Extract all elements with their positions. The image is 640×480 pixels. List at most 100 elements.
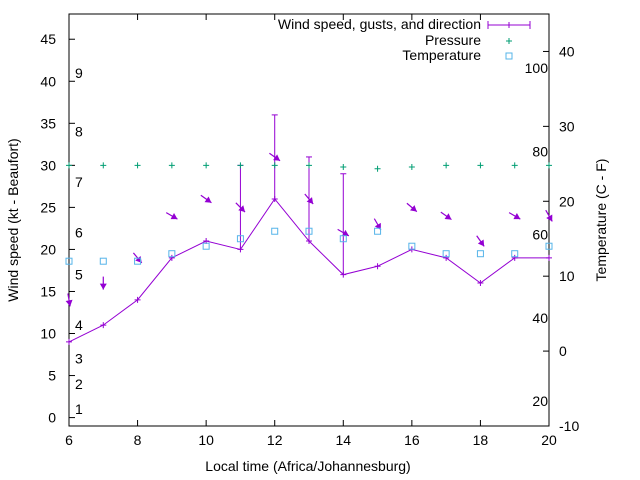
pressure-point [134, 162, 141, 169]
temperature-point [545, 242, 553, 250]
chart-legend: Wind speed, gusts, and direction Pressur… [278, 16, 531, 63]
wind-direction-arrowhead [204, 196, 212, 203]
y-tick-label-left: 35 [40, 115, 56, 131]
pressure-point [203, 162, 210, 169]
pressure-point [306, 162, 312, 169]
y-tick-label-right: 0 [559, 343, 567, 359]
pressure-point [477, 162, 484, 169]
pressure-point [408, 164, 415, 171]
wind-direction-arrowhead [444, 213, 452, 220]
legend-pressure-marker [506, 38, 512, 44]
temperature-point [442, 250, 450, 258]
y-tick-label-right: 10 [559, 268, 575, 284]
y-axis-label-left: Wind speed (kt - Beaufort) [5, 138, 21, 301]
temperature-point [202, 242, 210, 250]
x-tick-label: 6 [65, 432, 73, 448]
x-tick-label: 14 [335, 432, 351, 448]
wind-direction-arrowhead [546, 214, 553, 222]
wind-speed-point [271, 195, 278, 202]
wind-speed-point [374, 263, 381, 270]
wind-direction-arrowhead [341, 229, 349, 236]
y-tick-label-right: 20 [559, 193, 575, 209]
wind-direction-arrowhead [65, 299, 73, 307]
beaufort-label: 5 [75, 267, 83, 283]
legend-wind-marker [487, 21, 531, 29]
temperature-point [374, 227, 382, 235]
beaufort-label: 4 [75, 317, 83, 333]
temperature-point [339, 235, 347, 243]
beaufort-label: 3 [75, 351, 83, 367]
wind-direction-arrowhead [99, 283, 107, 290]
wind-direction-arrowhead [273, 154, 281, 161]
x-tick-label: 8 [134, 432, 142, 448]
y-tick-label-left: 5 [48, 368, 56, 384]
wind-direction-arrowhead [306, 197, 314, 204]
wind-direction-arrowhead [409, 205, 417, 212]
x-tick-label: 12 [267, 432, 283, 448]
beaufort-label: 6 [75, 225, 83, 241]
beaufort-label: 7 [75, 174, 83, 190]
temperature-point [99, 257, 107, 265]
fahrenheit-label: 80 [532, 143, 548, 159]
y-tick-label-right: 40 [559, 43, 575, 59]
legend-pressure-label: Pressure [425, 32, 481, 48]
wind-direction-arrowhead [170, 213, 178, 220]
axis-ticks: 6 8 10 12 14 16 18 20051015202530354045-1001020… [40, 14, 579, 448]
temperature-point [476, 250, 484, 258]
fahrenheit-label: 20 [532, 393, 548, 409]
wind-speed-point [134, 296, 141, 303]
x-axis-label: Local time (Africa/Johannesburg) [205, 458, 410, 474]
y-tick-label-left: 15 [40, 283, 56, 299]
wind-speed-point [477, 280, 484, 287]
wind-speed-point [100, 322, 107, 329]
temperature-point [168, 250, 176, 258]
beaufort-label: 2 [75, 376, 83, 392]
fahrenheit-label: 40 [532, 310, 548, 326]
fahrenheit-labels: 20 40 60 80 100 [525, 60, 549, 409]
y-tick-label-left: 40 [40, 73, 56, 89]
beaufort-label: 9 [75, 65, 83, 81]
fahrenheit-label: 60 [532, 227, 548, 243]
plot-axes [68, 13, 550, 427]
wind-speed-point [168, 254, 175, 261]
wind-direction-arrowhead [513, 213, 521, 220]
wind-speed-point [306, 238, 312, 245]
y-tick-label-left: 30 [40, 157, 56, 173]
wind-direction-arrowhead [477, 239, 485, 247]
x-tick-label: 10 [198, 432, 214, 448]
wind-speed-point [511, 254, 518, 261]
y-tick-label-left: 0 [48, 410, 56, 426]
plot-frame [68, 13, 550, 427]
wind-speed-point [443, 254, 450, 261]
wind-speed-point [546, 254, 552, 261]
y-tick-label-left: 45 [40, 31, 56, 47]
beaufort-label: 1 [75, 401, 83, 417]
fahrenheit-label: 100 [525, 60, 549, 76]
wind-speed-point [340, 271, 347, 278]
wind-speed-point [237, 246, 244, 253]
x-tick-label: 18 [473, 432, 489, 448]
pressure-point [374, 165, 381, 172]
pressure-point [271, 162, 278, 169]
temperature-point [271, 227, 279, 235]
pressure-point [100, 162, 107, 169]
x-tick-label: 20 [541, 432, 557, 448]
wind-speed-point [66, 338, 72, 345]
pressure-point [168, 162, 175, 169]
y-tick-label-right: -10 [559, 418, 579, 434]
y-axis-label-right: Temperature (C - F) [593, 159, 609, 282]
legend-temperature-marker [505, 52, 513, 60]
temperature-point [134, 257, 142, 265]
wind-direction-arrowhead [238, 205, 246, 213]
pressure-point [546, 162, 552, 169]
temperature-point [65, 257, 73, 265]
beaufort-label: 8 [75, 124, 83, 140]
temperature-point [305, 227, 313, 235]
chart-marks [65, 114, 553, 345]
y-tick-label-left: 10 [40, 326, 56, 342]
beaufort-labels: 1 2 3 4 5 6 7 8 9 [75, 65, 83, 417]
temperature-point [408, 242, 416, 250]
pressure-point [340, 164, 347, 171]
y-tick-label-right: 30 [559, 118, 575, 134]
